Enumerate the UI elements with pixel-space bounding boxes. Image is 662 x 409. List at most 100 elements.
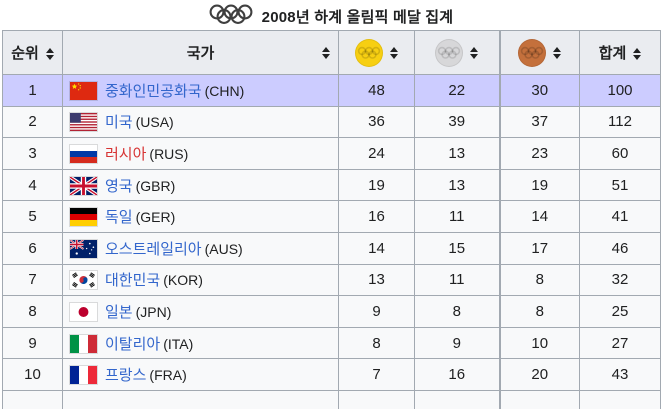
- total-cell: 100: [579, 74, 661, 107]
- rank-cell: 3: [2, 137, 63, 170]
- gold-cell: 24: [338, 137, 415, 170]
- rank-cell: 7: [2, 263, 63, 297]
- country-code: (CHN): [204, 82, 245, 99]
- rank-cell: 9: [2, 326, 63, 360]
- table-header-row: 순위 국가 합계: [2, 30, 661, 75]
- silver-cell: 22: [414, 74, 500, 107]
- page-title-bar: 2008년 하계 올림픽 메달 집계: [0, 0, 662, 30]
- country-link[interactable]: 이탈리아: [105, 335, 161, 353]
- bronze-medal-icon: [518, 38, 547, 67]
- flag-germany-icon: [70, 208, 97, 227]
- country-link[interactable]: 프랑스: [105, 367, 147, 385]
- rank-cell: 4: [2, 168, 63, 202]
- table-row: 2 미국 (USA) 36 39 37 112: [2, 105, 661, 139]
- total-cell: 27: [579, 326, 661, 360]
- bronze-cell: 8: [498, 295, 580, 328]
- total-cell: 46: [579, 231, 661, 265]
- bronze-cell: 23: [498, 137, 580, 170]
- silver-cell: 9: [414, 326, 500, 360]
- rank-cell: [2, 389, 63, 409]
- bronze-cell: 19: [498, 168, 580, 202]
- flag-russia-icon: [70, 144, 97, 163]
- country-cell: 일본 (JPN): [62, 295, 339, 328]
- gold-cell: 16: [338, 200, 415, 233]
- rank-cell: 2: [2, 105, 63, 139]
- country-code: (AUS): [204, 240, 243, 257]
- flag-united-states-icon: [70, 113, 97, 132]
- silver-cell: [414, 389, 500, 409]
- country-link[interactable]: 러시아: [105, 145, 147, 163]
- sort-icon: [470, 46, 479, 59]
- header-country[interactable]: 국가: [62, 30, 339, 75]
- country-link[interactable]: 독일: [105, 209, 133, 227]
- rank-cell: 10: [2, 358, 63, 391]
- total-cell: 41: [579, 200, 661, 233]
- flag-italy-icon: [70, 334, 97, 353]
- header-gold[interactable]: [338, 30, 415, 75]
- bronze-cell: 14: [498, 200, 580, 233]
- total-cell: 112: [579, 105, 661, 139]
- table-row: 5 독일 (GER) 16 11 14 41: [2, 200, 661, 233]
- header-rank[interactable]: 순위: [2, 30, 63, 75]
- gold-cell: 13: [338, 263, 415, 297]
- silver-cell: 11: [414, 200, 500, 233]
- total-cell: 32: [579, 263, 661, 297]
- table-row: 8 일본 (JPN) 9 8 8 25: [2, 295, 661, 328]
- silver-medal-icon: [435, 38, 464, 67]
- silver-cell: 11: [414, 263, 500, 297]
- flag-australia-icon: [69, 239, 97, 258]
- sort-icon: [553, 46, 562, 59]
- table-row: 10 프랑스 (FRA) 7 16 20 43: [2, 358, 661, 391]
- flag-japan-icon: [70, 302, 97, 321]
- silver-cell: 8: [414, 295, 500, 328]
- bronze-cell: [498, 389, 580, 409]
- flag-south-korea-icon: [70, 271, 97, 290]
- rank-cell: 1: [2, 74, 63, 107]
- table-row: 6 오스트레일리아 (AUS) 14 15 17 46: [2, 231, 661, 265]
- gold-cell: 9: [338, 295, 415, 328]
- bronze-cell: 30: [498, 74, 580, 107]
- country-link[interactable]: 일본: [105, 303, 133, 321]
- country-link[interactable]: 미국: [105, 114, 133, 132]
- country-link[interactable]: 중화인민공화국: [105, 82, 202, 100]
- country-code: (GBR): [135, 177, 176, 194]
- gold-cell: 14: [338, 231, 415, 265]
- header-silver[interactable]: [414, 30, 500, 75]
- silver-cell: 13: [414, 137, 500, 170]
- total-cell: 51: [579, 168, 661, 202]
- rank-cell: 8: [2, 295, 63, 328]
- country-code: (KOR): [163, 272, 203, 289]
- table-row: 3 러시아 (RUS) 24 13 23 60: [2, 137, 661, 170]
- header-country-label: 국가: [186, 45, 215, 62]
- country-link[interactable]: 대한민국: [105, 272, 161, 290]
- country-cell: 영국 (GBR): [62, 168, 339, 202]
- country-code: (GER): [135, 209, 176, 226]
- country-cell: 독일 (GER): [62, 200, 339, 233]
- header-total[interactable]: 합계: [579, 30, 661, 75]
- olympic-rings-icon: [209, 4, 253, 30]
- gold-cell: 36: [338, 105, 415, 139]
- gold-cell: 48: [338, 74, 415, 107]
- country-cell: [62, 389, 339, 409]
- country-link[interactable]: 영국: [105, 177, 133, 195]
- country-cell: 러시아 (RUS): [62, 137, 339, 170]
- bronze-cell: 10: [498, 326, 580, 360]
- flag-china-icon: [70, 81, 97, 100]
- bronze-cell: 20: [498, 358, 580, 391]
- silver-cell: 13: [414, 168, 500, 202]
- country-cell: 프랑스 (FRA): [62, 358, 339, 391]
- header-bronze[interactable]: [498, 30, 580, 75]
- country-code: (RUS): [149, 145, 189, 162]
- total-cell: [579, 389, 661, 409]
- bronze-cell: 17: [498, 231, 580, 265]
- country-code: (JPN): [135, 303, 172, 320]
- country-code: (USA): [135, 114, 174, 131]
- gold-medal-icon: [355, 38, 383, 67]
- rank-cell: 5: [2, 200, 63, 233]
- country-code: (ITA): [163, 335, 194, 352]
- gold-cell: 7: [338, 358, 415, 391]
- silver-cell: 16: [414, 358, 500, 391]
- rank-cell: 6: [2, 231, 63, 265]
- country-link[interactable]: 오스트레일리아: [105, 240, 202, 258]
